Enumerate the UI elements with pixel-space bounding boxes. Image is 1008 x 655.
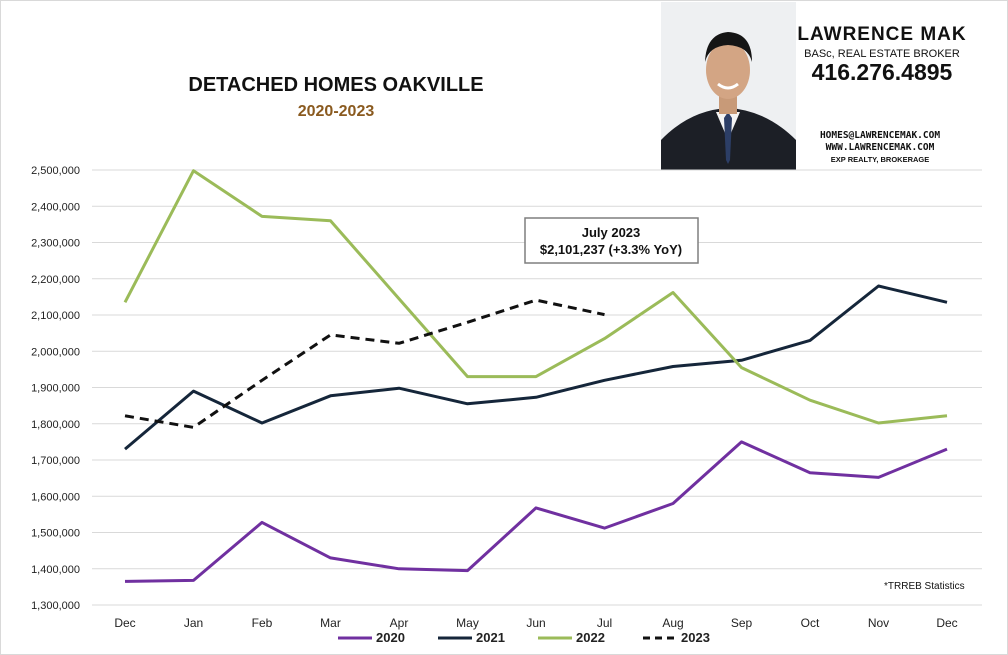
series-line-2023 (124, 298, 605, 429)
legend-label-2020: 2020 (376, 630, 405, 645)
series-line-2021 (124, 284, 948, 451)
y-tick-label: 1,900,000 (31, 383, 80, 395)
agent-phone[interactable]: 416.276.4895 (812, 59, 953, 85)
x-tick-label: Aug (662, 616, 683, 630)
x-tick-label: Dec (936, 616, 957, 630)
legend-label-2021: 2021 (476, 630, 505, 645)
callout-title: July 2023 (582, 225, 641, 240)
x-tick-label: Nov (868, 616, 889, 630)
agent-email[interactable]: HOMES@LAWRENCEMAK.COM (820, 130, 940, 141)
series-line-2022 (123, 169, 948, 425)
y-tick-label: 1,400,000 (31, 564, 80, 576)
source-footnote: *TRREB Statistics (884, 581, 965, 592)
agent-brokerage: EXP REALTY, BROKERAGE (831, 155, 930, 164)
legend: 2020 2021 2022 2023 (338, 630, 710, 645)
y-tick-label: 2,300,000 (31, 238, 80, 250)
agent-credentials: BASc, REAL ESTATE BROKER (804, 48, 960, 60)
y-tick-label: 1,700,000 (31, 455, 80, 467)
y-axis: 1,300,000 1,400,000 1,500,000 1,600,000 1,70… (31, 165, 80, 612)
x-tick-label: Sep (731, 616, 753, 630)
x-tick-label: Mar (320, 616, 341, 630)
x-tick-label: Jun (526, 616, 545, 630)
y-tick-label: 2,000,000 (31, 346, 80, 358)
x-tick-label: Oct (801, 616, 820, 630)
x-tick-label: Apr (390, 616, 409, 630)
y-tick-label: 2,500,000 (31, 165, 80, 177)
gridlines (92, 169, 982, 606)
x-tick-label: Jul (597, 616, 612, 630)
y-tick-label: 2,200,000 (31, 274, 80, 286)
legend-label-2023: 2023 (681, 630, 710, 645)
y-tick-label: 1,800,000 (31, 419, 80, 431)
series-line-2020 (124, 440, 948, 583)
y-tick-label: 1,600,000 (31, 491, 80, 503)
y-tick-label: 1,500,000 (31, 528, 80, 540)
july-2023-callout: July 2023 $2,101,237 (+3.3% YoY) (524, 217, 699, 264)
agent-photo (661, 2, 796, 170)
legend-label-2022: 2022 (576, 630, 605, 645)
agent-name: LAWRENCE MAK (797, 24, 966, 45)
y-tick-label: 1,300,000 (31, 600, 80, 612)
x-tick-label: Jan (184, 616, 203, 630)
y-tick-label: 2,400,000 (31, 201, 80, 213)
y-tick-label: 2,100,000 (31, 310, 80, 322)
x-tick-label: May (456, 616, 479, 630)
x-tick-label: Dec (114, 616, 135, 630)
series-lines (123, 169, 948, 583)
x-axis: Dec Jan Feb Mar Apr May Jun Jul Aug Sep Oct Nov Dec (114, 616, 957, 630)
agent-website[interactable]: WWW.LAWRENCEMAK.COM (826, 142, 935, 153)
callout-value: $2,101,237 (+3.3% YoY) (540, 242, 682, 257)
x-tick-label: Feb (252, 616, 273, 630)
chart-title: DETACHED HOMES OAKVILLE (188, 74, 483, 96)
chart-subtitle: 2020-2023 (298, 103, 375, 120)
